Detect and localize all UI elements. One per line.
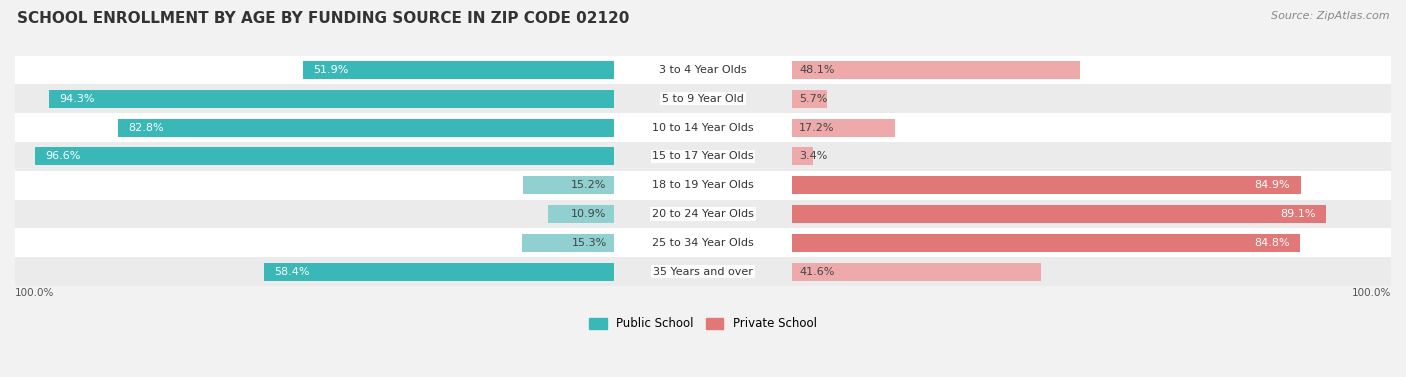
Text: 18 to 19 Year Olds: 18 to 19 Year Olds	[652, 180, 754, 190]
Bar	[15, 55, 1391, 84]
Text: 15 to 17 Year Olds: 15 to 17 Year Olds	[652, 152, 754, 161]
Bar	[15, 84, 1391, 113]
Bar	[793, 263, 1042, 280]
Text: Source: ZipAtlas.com: Source: ZipAtlas.com	[1271, 11, 1389, 21]
Bar	[793, 119, 896, 136]
Text: 15.2%: 15.2%	[571, 180, 606, 190]
Text: 5.7%: 5.7%	[800, 94, 828, 104]
Bar	[793, 205, 1326, 223]
Bar	[15, 228, 1391, 257]
Text: 89.1%: 89.1%	[1279, 209, 1316, 219]
Text: 84.8%: 84.8%	[1254, 238, 1289, 248]
Text: 100.0%: 100.0%	[1351, 288, 1391, 298]
Bar	[15, 171, 1391, 200]
Text: 20 to 24 Year Olds: 20 to 24 Year Olds	[652, 209, 754, 219]
Text: 94.3%: 94.3%	[59, 94, 96, 104]
Bar	[793, 147, 813, 166]
Bar	[522, 234, 613, 252]
Text: 51.9%: 51.9%	[314, 65, 349, 75]
Bar	[793, 176, 1301, 194]
Legend: Public School, Private School: Public School, Private School	[585, 313, 821, 335]
Bar	[264, 263, 613, 280]
Bar	[15, 142, 1391, 171]
Bar	[793, 90, 827, 108]
Text: 5 to 9 Year Old: 5 to 9 Year Old	[662, 94, 744, 104]
Bar	[793, 61, 1080, 79]
Text: 3 to 4 Year Olds: 3 to 4 Year Olds	[659, 65, 747, 75]
Text: 17.2%: 17.2%	[800, 123, 835, 133]
Bar	[15, 257, 1391, 286]
Text: 3.4%: 3.4%	[800, 152, 828, 161]
Text: 84.9%: 84.9%	[1254, 180, 1291, 190]
Bar	[548, 205, 613, 223]
Bar	[15, 200, 1391, 228]
Text: 58.4%: 58.4%	[274, 267, 309, 277]
Text: 15.3%: 15.3%	[571, 238, 606, 248]
Text: 41.6%: 41.6%	[800, 267, 835, 277]
Bar	[118, 119, 613, 136]
Text: 10.9%: 10.9%	[571, 209, 606, 219]
Bar	[302, 61, 613, 79]
Bar	[523, 176, 613, 194]
Text: 35 Years and over: 35 Years and over	[652, 267, 754, 277]
Bar	[35, 147, 613, 166]
Bar	[793, 234, 1301, 252]
Text: 82.8%: 82.8%	[128, 123, 165, 133]
Bar	[49, 90, 613, 108]
Text: SCHOOL ENROLLMENT BY AGE BY FUNDING SOURCE IN ZIP CODE 02120: SCHOOL ENROLLMENT BY AGE BY FUNDING SOUR…	[17, 11, 630, 26]
Text: 25 to 34 Year Olds: 25 to 34 Year Olds	[652, 238, 754, 248]
Text: 48.1%: 48.1%	[800, 65, 835, 75]
Text: 10 to 14 Year Olds: 10 to 14 Year Olds	[652, 123, 754, 133]
Bar	[15, 113, 1391, 142]
Text: 100.0%: 100.0%	[15, 288, 55, 298]
Text: 96.6%: 96.6%	[45, 152, 82, 161]
